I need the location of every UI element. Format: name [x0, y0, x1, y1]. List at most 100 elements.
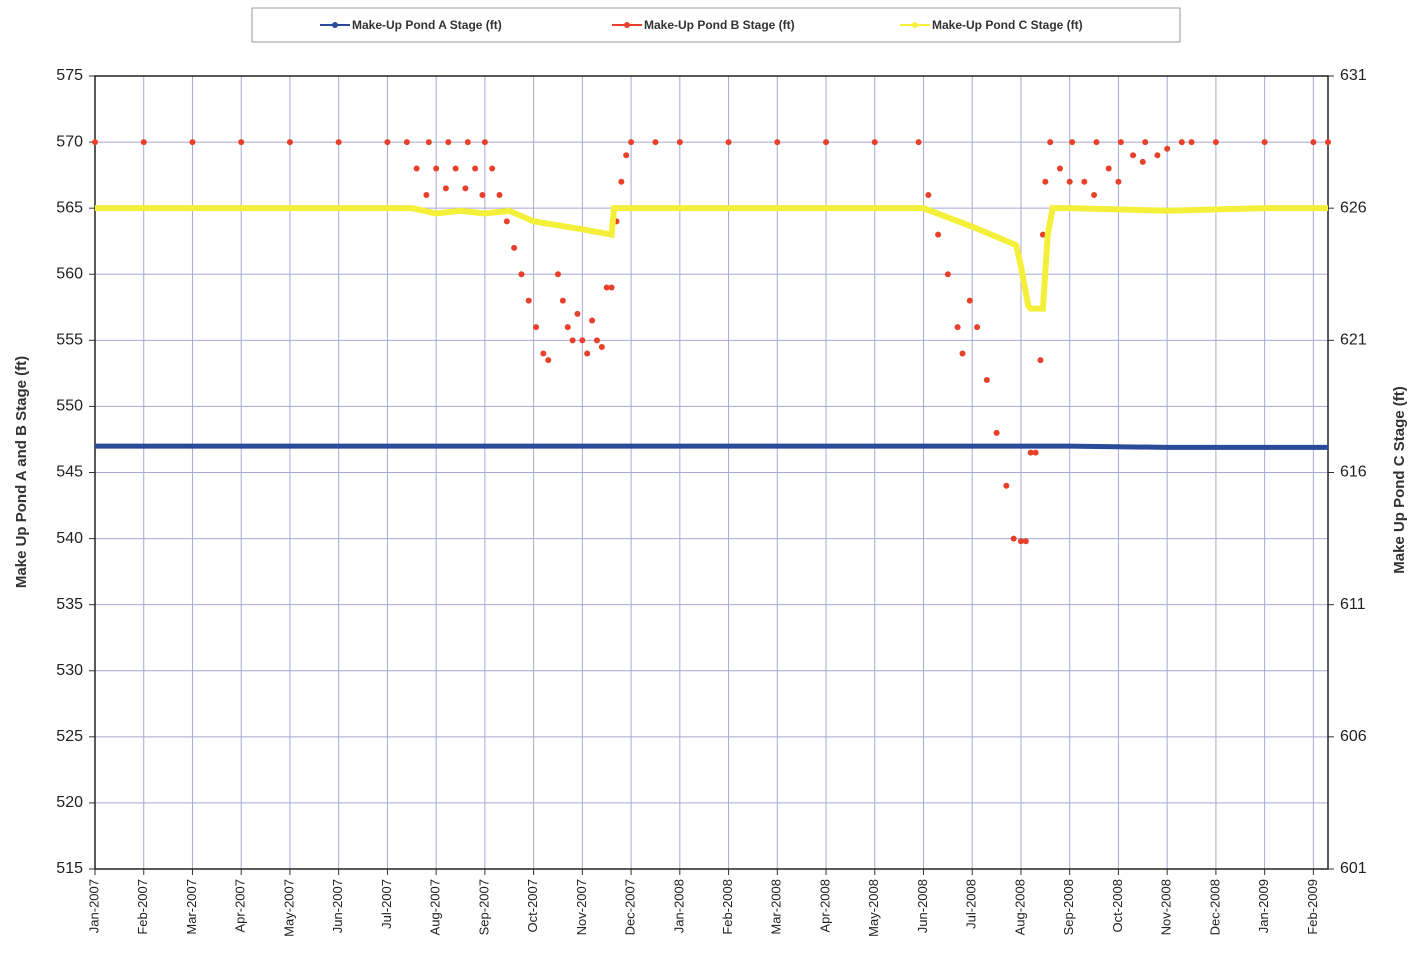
y2-tick-label: 606 [1340, 728, 1367, 745]
y-tick-label: 530 [56, 662, 83, 679]
x-tick-label: Oct-2008 [1110, 879, 1125, 932]
legend-marker [912, 22, 918, 28]
plot-border [94, 75, 1329, 870]
data-point [593, 337, 600, 344]
data-point [1017, 538, 1024, 545]
data-point [1093, 139, 1100, 146]
x-tick-label: Feb-2009 [1305, 879, 1320, 935]
data-point [1022, 538, 1029, 545]
data-point [1139, 158, 1146, 165]
data-point [983, 376, 990, 383]
data-point [774, 139, 781, 146]
x-tick-label: Mar-2008 [769, 879, 784, 935]
y-tick-label: 515 [56, 860, 83, 877]
data-point [1032, 449, 1039, 456]
data-point [1042, 178, 1049, 185]
y-tick-label: 520 [56, 794, 83, 811]
data-point [479, 191, 486, 198]
data-point [623, 152, 630, 159]
data-point [1310, 139, 1317, 146]
x-tick-label: Nov-2007 [574, 879, 589, 935]
series-line [95, 205, 1328, 312]
data-point [1130, 152, 1137, 159]
legend-box [251, 7, 1181, 43]
data-point [518, 271, 525, 278]
y-tick-label: 555 [56, 332, 83, 349]
legend-label: Make-Up Pond B Stage (ft) [644, 18, 795, 32]
x-tick-label: Dec-2008 [1207, 879, 1222, 935]
x-tick-label: Feb-2007 [135, 879, 150, 935]
data-point [1117, 139, 1124, 146]
data-point [525, 297, 532, 304]
data-point [140, 139, 147, 146]
data-point [954, 324, 961, 331]
data-point [603, 284, 610, 291]
data-point [545, 357, 552, 364]
data-point [1261, 139, 1268, 146]
data-point [579, 337, 586, 344]
x-tick-label: Oct-2007 [525, 879, 540, 932]
y2-tick-label: 611 [1340, 596, 1366, 613]
x-tick-label: Sep-2008 [1061, 879, 1076, 935]
data-point [1056, 165, 1063, 172]
data-point [464, 139, 471, 146]
data-point [1027, 449, 1034, 456]
data-point [564, 324, 571, 331]
data-point [925, 191, 932, 198]
data-point [452, 165, 459, 172]
x-tick-label: Apr-2007 [233, 879, 248, 932]
data-point [1188, 139, 1195, 146]
x-tick-label: Jan-2008 [671, 879, 686, 933]
data-point [238, 139, 245, 146]
data-point [425, 139, 432, 146]
data-point [1066, 178, 1073, 185]
data-point [1047, 139, 1054, 146]
data-point [1010, 535, 1017, 542]
x-tick-label: Nov-2008 [1159, 879, 1174, 935]
data-point [1212, 139, 1219, 146]
data-point [1178, 139, 1185, 146]
data-point [1091, 191, 1098, 198]
data-point [993, 429, 1000, 436]
data-point [589, 317, 596, 324]
data-point [92, 139, 98, 146]
data-point [433, 165, 440, 172]
data-point [384, 139, 391, 146]
data-point [1105, 165, 1112, 172]
data-point [489, 165, 496, 172]
y2-axis-label: Make Up Pond C Stage (ft) [1391, 386, 1408, 574]
x-tick-label: Jun-2007 [330, 879, 345, 933]
data-point [915, 139, 922, 146]
data-point [511, 244, 518, 251]
data-point [725, 139, 732, 146]
y-tick-label: 550 [56, 398, 83, 415]
x-tick-label: Jan-2007 [86, 879, 101, 933]
y2-tick-label: 631 [1340, 67, 1367, 84]
data-point [618, 178, 625, 185]
data-point [335, 139, 342, 146]
y2-tick-label: 601 [1340, 860, 1367, 877]
x-tick-label: Jan-2009 [1256, 879, 1271, 933]
data-point [1039, 231, 1046, 238]
data-point [959, 350, 966, 357]
data-point [413, 165, 420, 172]
data-point [286, 139, 293, 146]
data-point [1325, 139, 1331, 146]
x-tick-label: Aug-2007 [428, 879, 443, 935]
x-tick-label: Jul-2007 [379, 879, 394, 929]
data-point [569, 337, 576, 344]
x-tick-label: Sep-2007 [476, 879, 491, 935]
y-tick-label: 575 [56, 67, 83, 84]
x-tick-label: Feb-2008 [720, 879, 735, 935]
data-point [1115, 178, 1122, 185]
data-point [974, 324, 981, 331]
data-point [472, 165, 479, 172]
data-point [1003, 482, 1010, 489]
data-point [559, 297, 566, 304]
data-point [871, 139, 878, 146]
x-tick-label: May-2008 [866, 879, 881, 937]
data-point [944, 271, 951, 278]
data-point [1142, 139, 1149, 146]
x-tick-label: Jul-2008 [964, 879, 979, 929]
